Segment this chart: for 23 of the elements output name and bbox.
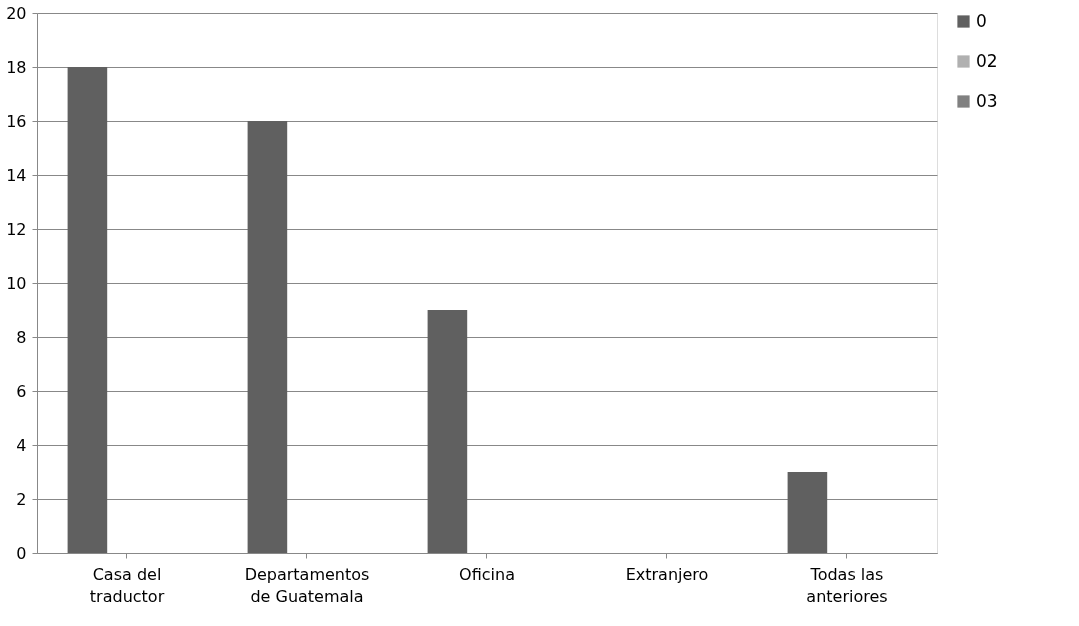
y-tick-label: 10 [6,273,27,293]
y-tick-label: 20 [6,3,27,23]
legend-label: 0 [976,10,987,31]
x-tick-label: Oficina [459,564,515,584]
bar [427,310,468,553]
legend-label: 02 [976,50,998,71]
y-tick-label: 12 [6,219,27,239]
y-tick-label: 8 [16,327,27,347]
y-tick-label: 18 [6,57,27,77]
x-tick-label: Todas las anteriores [806,564,888,606]
bar [247,121,288,553]
x-tick-label: Casa del traductor [89,564,165,606]
y-tick-label: 2 [16,489,27,509]
y-tick-label: 16 [6,111,27,131]
y-tick-label: 4 [16,435,27,455]
x-tick-label: Extranjero [625,564,709,584]
x-tick-label: Departamentos de Guatemala [244,564,370,606]
bar [67,67,108,553]
legend-label: 03 [976,90,998,111]
bar [787,472,828,553]
y-tick-label: 0 [16,543,27,563]
y-tick-label: 6 [16,381,27,401]
y-tick-label: 14 [6,165,27,185]
